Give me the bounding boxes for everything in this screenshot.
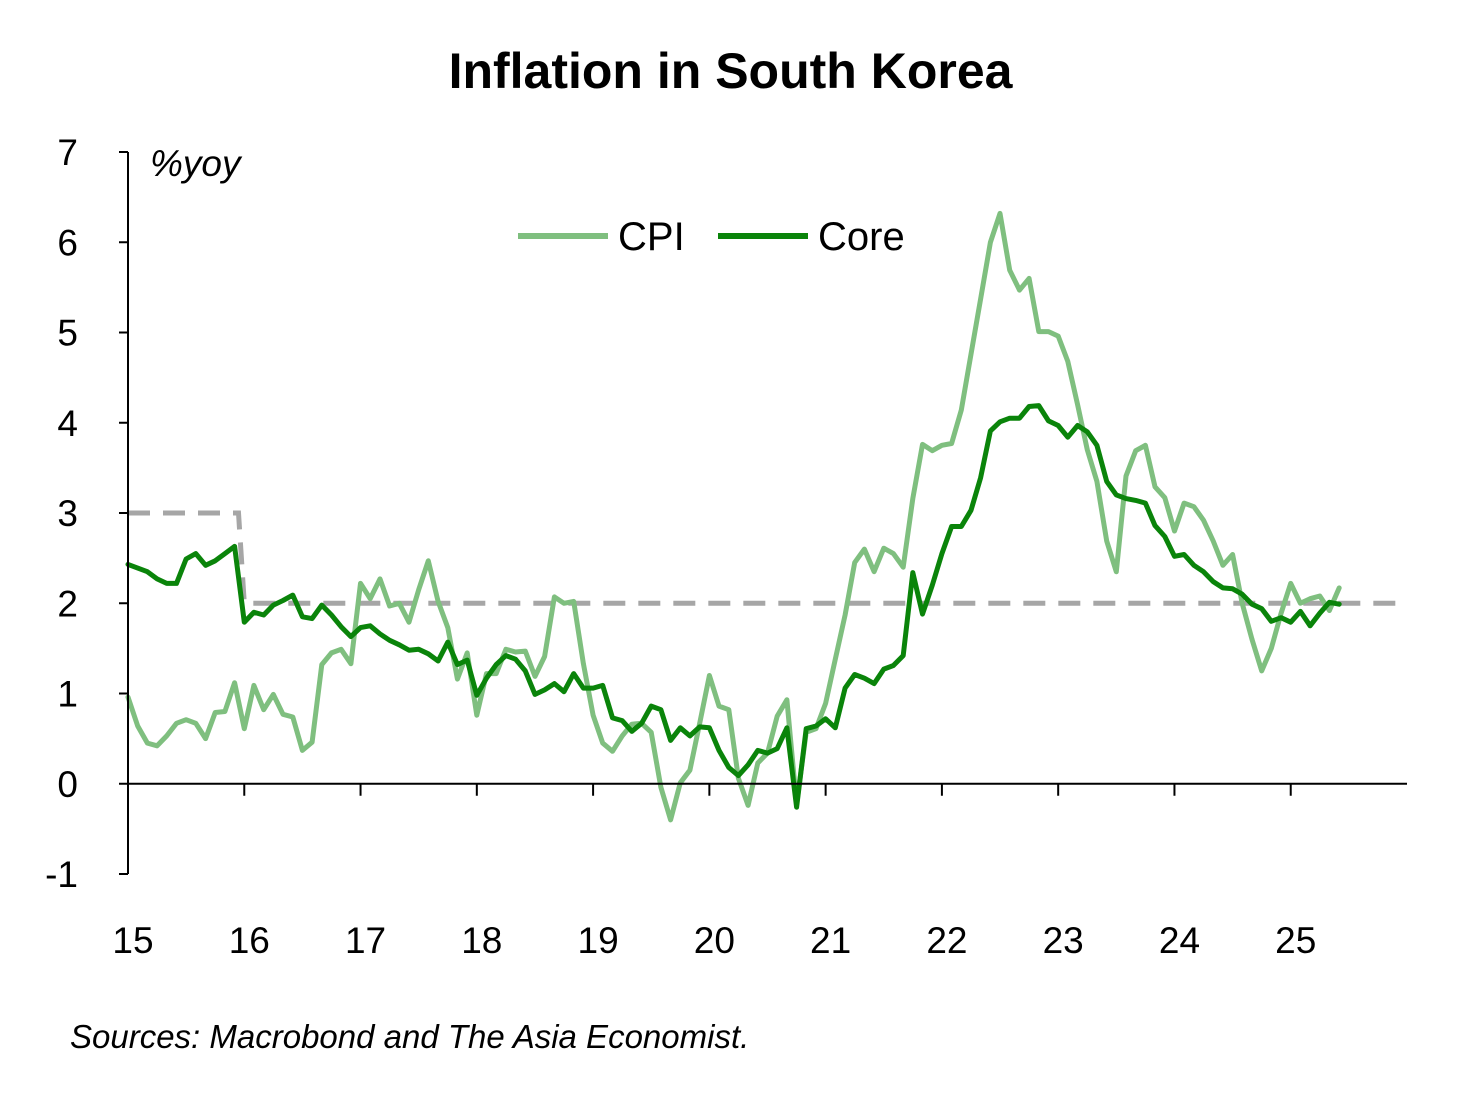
y-tick-label: 5 xyxy=(57,313,78,354)
unit-label: %yoy xyxy=(150,143,243,184)
x-tick-label: 25 xyxy=(1275,920,1316,961)
reference-lines xyxy=(128,510,1407,606)
legend-label-cpi: CPI xyxy=(618,215,685,259)
y-tick-label: 3 xyxy=(57,493,78,534)
chart-title: Inflation in South Korea xyxy=(448,43,1013,99)
y-tick-label: -1 xyxy=(45,854,78,895)
x-axis-ticks: 15 16 17 18 19 20 21 22 23 24 25 xyxy=(112,783,1316,961)
legend: CPI Core xyxy=(518,215,905,259)
series-line-core xyxy=(125,403,1342,810)
y-tick-label: 6 xyxy=(57,222,78,263)
source-note: Sources: Macrobond and The Asia Economis… xyxy=(70,1018,750,1055)
y-tick-label: 1 xyxy=(57,674,78,715)
axes xyxy=(127,152,1407,874)
series-lines xyxy=(125,210,1342,823)
x-tick-label: 19 xyxy=(578,920,619,961)
y-tick-label: 0 xyxy=(57,764,78,805)
x-tick-label: 22 xyxy=(926,920,967,961)
x-tick-label: 18 xyxy=(461,920,502,961)
target-reference-line xyxy=(128,510,1407,606)
x-tick-label: 21 xyxy=(810,920,851,961)
y-tick-label: 2 xyxy=(57,583,78,624)
x-tick-label: 24 xyxy=(1159,920,1200,961)
x-tick-label: 17 xyxy=(345,920,386,961)
x-tick-label: 20 xyxy=(694,920,735,961)
y-axis-ticks: -1 0 1 2 3 4 5 6 7 xyxy=(45,132,128,895)
x-tick-label: 16 xyxy=(229,920,270,961)
y-tick-label: 4 xyxy=(57,403,78,444)
x-tick-label: 23 xyxy=(1043,920,1084,961)
legend-label-core: Core xyxy=(818,215,905,259)
y-tick-label: 7 xyxy=(57,132,78,173)
x-tick-label: 15 xyxy=(112,920,153,961)
series-line-cpi xyxy=(125,210,1342,823)
